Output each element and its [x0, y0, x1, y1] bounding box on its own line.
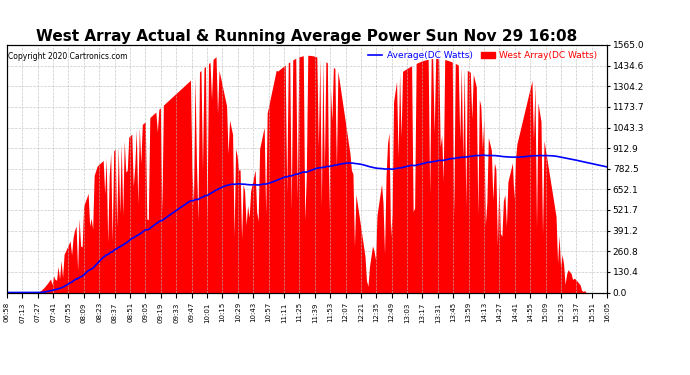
Legend: Average(DC Watts), West Array(DC Watts): Average(DC Watts), West Array(DC Watts) — [365, 48, 601, 64]
Text: Copyright 2020 Cartronics.com: Copyright 2020 Cartronics.com — [8, 53, 128, 62]
Title: West Array Actual & Running Average Power Sun Nov 29 16:08: West Array Actual & Running Average Powe… — [37, 29, 578, 44]
